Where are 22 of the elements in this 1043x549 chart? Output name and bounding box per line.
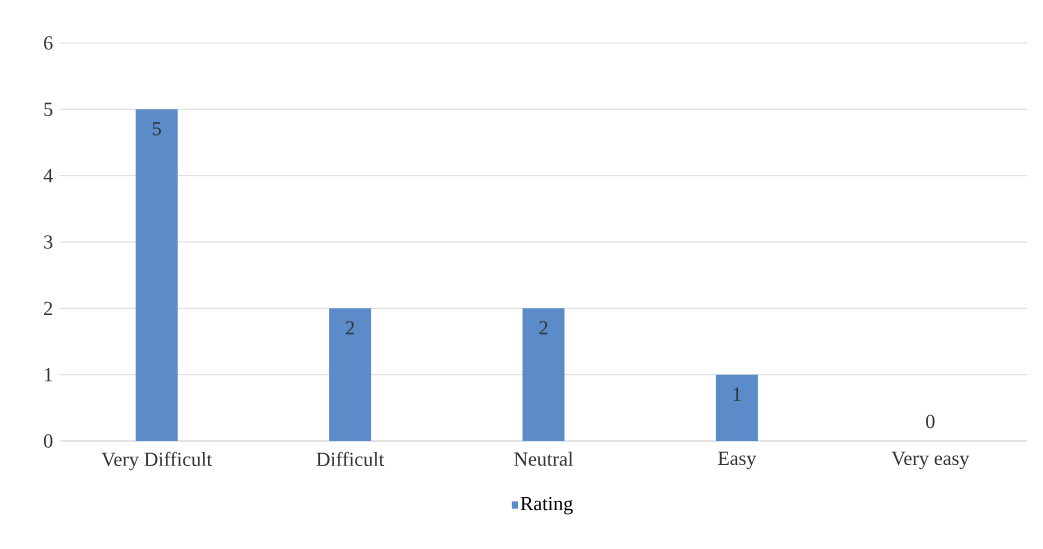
- y-tick-label: 4: [43, 169, 53, 183]
- y-tick-label: 6: [44, 36, 53, 50]
- y-tick-label: 2: [44, 301, 53, 315]
- y-tick-label: 1: [44, 368, 52, 382]
- x-tick-label: Difficult: [316, 451, 385, 467]
- y-tick-label: 0: [43, 434, 53, 448]
- bar: [329, 308, 372, 441]
- bar: [522, 308, 565, 441]
- data-label: 1: [733, 387, 741, 401]
- legend-label: Rating: [520, 496, 573, 515]
- data-label: 2: [539, 321, 548, 335]
- data-label: 0: [926, 414, 935, 429]
- y-tick-label: 3: [44, 235, 53, 249]
- data-label: 5: [152, 122, 161, 136]
- x-tick-label: Very Difficult: [101, 451, 213, 471]
- bar: [715, 374, 758, 441]
- bar: [135, 109, 178, 441]
- x-tick-label: Very easy: [891, 451, 970, 470]
- x-tick-label: Neutral: [514, 451, 573, 466]
- data-label: 2: [346, 321, 354, 335]
- y-tick-label: 5: [44, 102, 53, 116]
- x-tick-label: Easy: [718, 451, 757, 470]
